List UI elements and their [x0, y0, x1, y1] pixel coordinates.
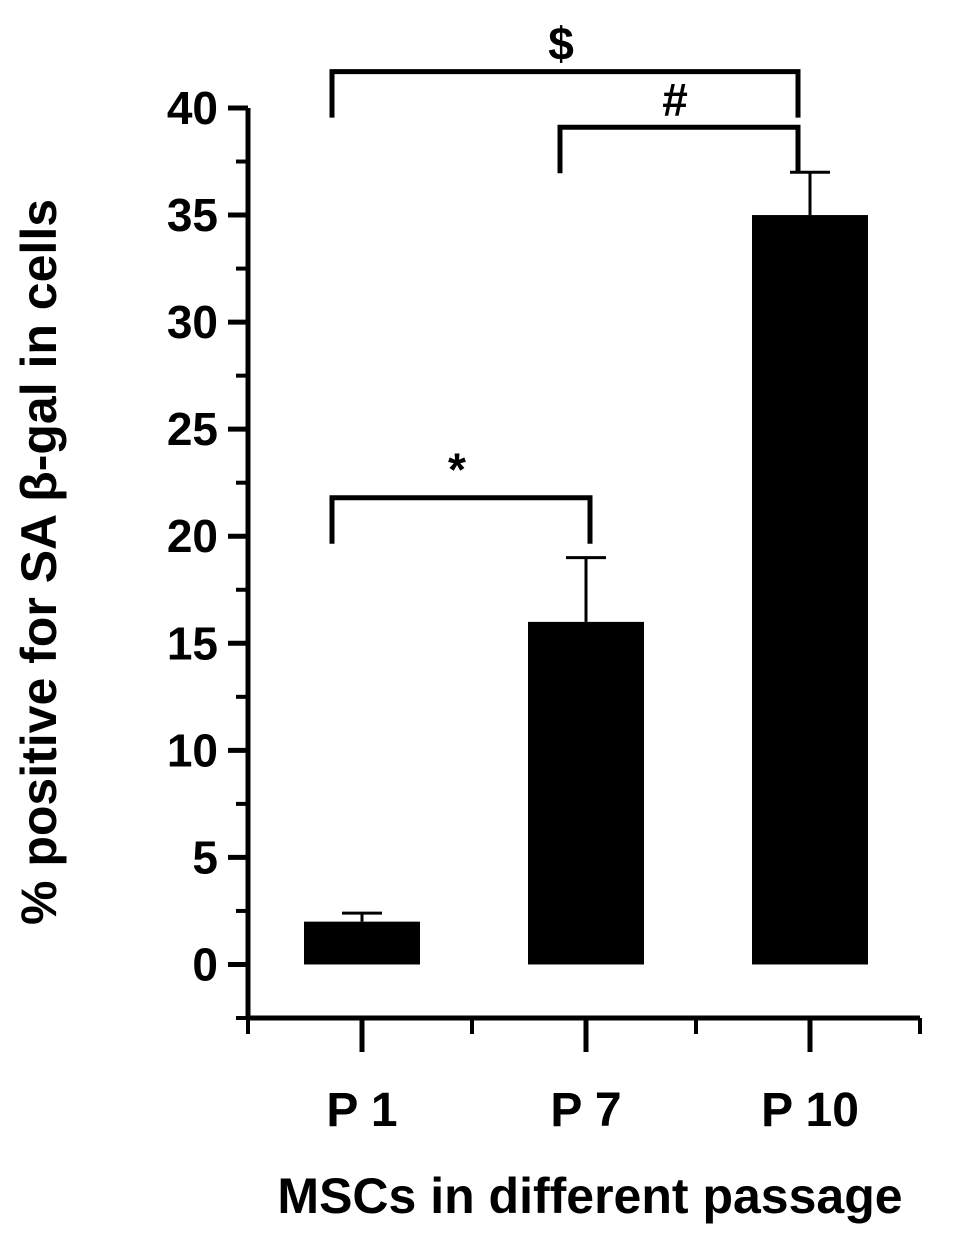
bar — [304, 921, 420, 965]
y-tick-label: 15 — [167, 617, 218, 669]
significance-label: * — [448, 444, 466, 496]
significance-bracket — [329, 69, 801, 118]
y-tick-label: 25 — [167, 403, 218, 455]
y-tick-label: 40 — [167, 82, 218, 134]
bar — [752, 215, 868, 965]
significance-bracket — [329, 495, 593, 544]
x-tick-label: P 10 — [761, 1084, 859, 1137]
x-axis-title: MSCs in different passage — [277, 1168, 902, 1224]
significance-brackets: * # $ — [329, 18, 801, 544]
y-tick-label: 20 — [167, 510, 218, 562]
bar — [528, 621, 644, 965]
y-tick-label: 5 — [192, 831, 218, 883]
significance-label: $ — [548, 18, 574, 70]
y-tick-label: 35 — [167, 189, 218, 241]
significance-bracket — [557, 124, 801, 174]
x-tick-label: P 7 — [550, 1084, 621, 1137]
x-tick-label: P 1 — [326, 1084, 397, 1137]
y-tick-label: 10 — [167, 724, 218, 776]
error-bars — [342, 170, 830, 922]
y-tick-label: 30 — [167, 296, 218, 348]
axes: 0 5 10 15 20 25 30 35 40 P 1 P 7 P 10 — [167, 82, 922, 1137]
bars — [304, 215, 868, 965]
y-axis-title: % positive for SA β-gal in cells — [11, 199, 67, 925]
significance-label: # — [662, 73, 688, 125]
y-tick-label: 0 — [192, 938, 218, 990]
